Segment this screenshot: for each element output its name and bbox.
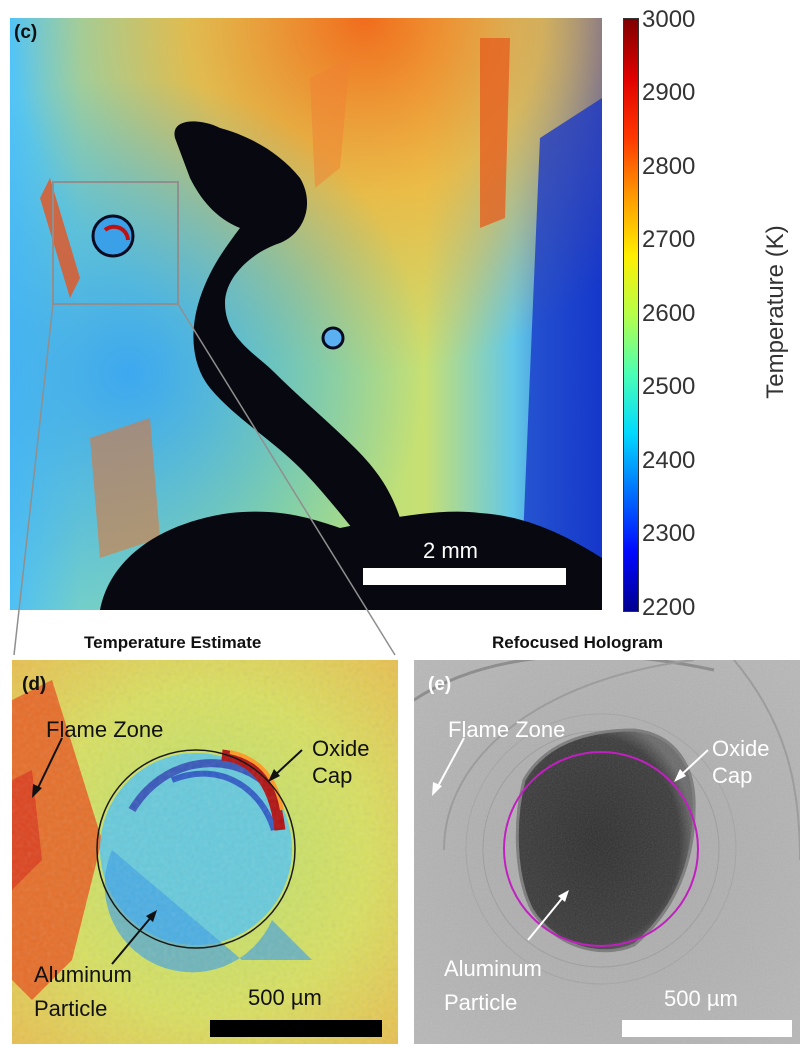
panel-d-scale-bar <box>210 1020 382 1037</box>
panel-e-title: Refocused Hologram <box>492 633 663 652</box>
flame-zone-label: Flame Zone <box>46 717 164 742</box>
panel-d-label: (d) <box>22 674 47 695</box>
colorbar-tick: 2300 <box>642 520 696 547</box>
aluminum-particle-label-line2: Particle <box>444 990 518 1015</box>
colorbar-tick: 2800 <box>642 153 696 180</box>
colorbar-tick: 2700 <box>642 226 696 253</box>
panel-c-scale-bar <box>363 568 566 585</box>
panel-e-scale-bar <box>622 1020 792 1037</box>
colorbar <box>623 18 639 612</box>
temperature-map-image <box>10 18 602 610</box>
temperature-estimate-image <box>12 660 398 1044</box>
colorbar-tick: 2200 <box>642 594 696 621</box>
colorbar-tick: 3000 <box>642 6 696 33</box>
colorbar-tick: 2500 <box>642 373 696 400</box>
refocused-hologram-panel: (e) Flame Zone Oxide Cap Aluminum Partic… <box>414 660 800 1044</box>
panel-e-label: (e) <box>428 674 452 695</box>
oxide-cap-label-line2: Cap <box>312 763 353 788</box>
oxide-cap-label-line1: Oxide <box>712 736 770 761</box>
colorbar-tick: 2900 <box>642 79 696 106</box>
panel-e-scale-bar-label: 500 µm <box>664 986 738 1011</box>
temperature-map-panel: (c) 2 mm <box>10 18 602 610</box>
aluminum-particle-label-line2: Particle <box>34 996 108 1021</box>
oxide-cap-label-line2: Cap <box>712 763 753 788</box>
flame-zone-label: Flame Zone <box>448 717 566 742</box>
colorbar-tick: 2400 <box>642 447 696 474</box>
colorbar-tick: 2600 <box>642 300 696 327</box>
colorbar-label: Temperature (K) <box>762 225 789 399</box>
panel-d-scale-bar-label: 500 µm <box>248 985 322 1010</box>
refocused-hologram-image <box>414 660 800 1044</box>
aluminum-particle-label-line1: Aluminum <box>444 956 542 981</box>
panel-c-scale-bar-label: 2 mm <box>423 538 478 563</box>
aluminum-particle-label-line1: Aluminum <box>34 962 132 987</box>
panel-c-label: (c) <box>14 22 38 43</box>
oxide-cap-label-line1: Oxide <box>312 736 370 761</box>
panel-d-title: Temperature Estimate <box>84 633 262 652</box>
temperature-estimate-panel: (d) Flame Zone Oxide Cap Aluminum Partic… <box>12 660 398 1044</box>
